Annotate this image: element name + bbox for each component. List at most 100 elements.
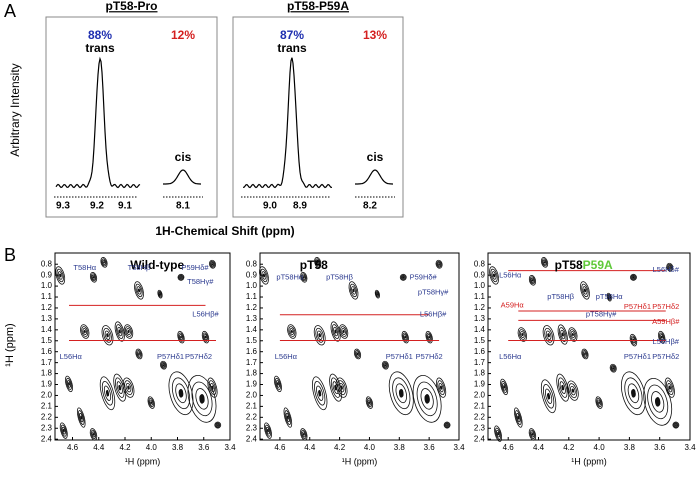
plot-title: Wild-type (130, 258, 184, 272)
contour (65, 375, 73, 393)
contour (301, 429, 307, 440)
x-tick-label: 4.4 (304, 443, 316, 452)
contour (494, 425, 503, 442)
contour (283, 407, 293, 428)
x-axis-label: ¹H (ppm) (571, 456, 607, 466)
y-tick-label: 2.2 (474, 412, 486, 421)
contour-core (561, 332, 564, 337)
contour-core (68, 382, 70, 386)
contour (528, 275, 537, 286)
contour (91, 274, 96, 280)
peak-annotation: L56Hδ# (653, 265, 680, 274)
contour (627, 383, 640, 404)
contour-core (63, 429, 65, 433)
contour (443, 421, 451, 429)
contour (91, 431, 96, 438)
contour (425, 330, 433, 344)
contour (126, 328, 131, 335)
contour (134, 281, 144, 300)
contour (125, 382, 132, 393)
peak-annotation: L56Hα (275, 352, 298, 361)
x-tick-label: 4.4 (93, 443, 105, 452)
peak-annotation: pT58Hγ# (418, 287, 449, 296)
x-tick-label: 4.0 (594, 443, 606, 452)
contour-core (211, 263, 214, 266)
title-part: pT58 (555, 258, 583, 272)
contour-core (561, 384, 564, 391)
y-tick-label: 2.1 (474, 401, 486, 410)
contour-core (103, 261, 105, 264)
contour (80, 324, 90, 339)
contour (123, 324, 134, 339)
contour (437, 262, 441, 267)
contour (666, 380, 674, 396)
contour (557, 377, 568, 398)
y-tick-label: 2.3 (41, 423, 53, 432)
contour (300, 272, 308, 283)
contour (569, 329, 577, 340)
contour-core (438, 263, 440, 266)
y-tick-label: 1.0 (41, 281, 53, 290)
contour (581, 348, 589, 360)
contour (540, 257, 549, 268)
y-tick-label: 0.9 (41, 270, 53, 279)
contour-core (106, 389, 109, 397)
tick-label: 8.9 (293, 201, 307, 212)
contour (160, 361, 167, 369)
y-tick-label: 1.9 (41, 380, 53, 389)
contour (149, 399, 154, 406)
contour (301, 274, 306, 280)
contour (60, 424, 67, 437)
contour (209, 260, 216, 268)
y-tick-label: 2.2 (41, 412, 53, 421)
contour-core (263, 273, 265, 278)
contour (301, 431, 306, 438)
contour (125, 326, 132, 337)
contour (168, 371, 194, 416)
peak-annotation: L56Hβ# (420, 310, 447, 319)
x-tick-label: 4.6 (67, 443, 79, 452)
peak-annotation: pT58Hγ# (586, 310, 617, 319)
peak-annotation: L56Hα (499, 352, 522, 361)
contour-core (162, 364, 165, 367)
contour-core (675, 424, 677, 426)
contour (301, 273, 307, 282)
contour (116, 381, 123, 395)
contour (630, 273, 637, 281)
plot-frame (54, 252, 231, 441)
contour (209, 259, 216, 269)
contour-core (178, 388, 184, 398)
contour (122, 377, 135, 398)
trans-percent: 87% (280, 28, 304, 42)
peak-annotation: P57Hδ2 (416, 352, 443, 361)
peak-annotation: T58Hγ# (187, 277, 214, 286)
plot-frame (487, 252, 691, 441)
contour (558, 327, 567, 342)
plot-title: pT58-P59A (287, 0, 349, 13)
cis-percent: 12% (171, 28, 195, 42)
x-tick-label: 3.6 (198, 443, 210, 452)
contour (570, 385, 576, 396)
contour (263, 422, 272, 439)
contour-core (342, 330, 345, 333)
contour (367, 399, 372, 406)
contour (610, 364, 616, 372)
contour-core (399, 388, 404, 398)
y-tick-label: 1.2 (246, 303, 258, 312)
contour (529, 429, 536, 440)
contour-core (138, 288, 140, 293)
contour-core (497, 432, 499, 436)
tick-label: 9.0 (263, 201, 277, 212)
contour (338, 324, 349, 339)
contour (147, 396, 155, 409)
contour (202, 332, 209, 342)
contour-core (547, 392, 550, 400)
y-tick-label: 0.8 (474, 259, 486, 268)
trans-percent: 88% (88, 28, 112, 42)
contour (570, 331, 576, 338)
contour-core (547, 333, 550, 338)
contour-core (608, 296, 610, 298)
contour-core (424, 394, 430, 404)
y-tick-label: 2.3 (474, 423, 486, 432)
peak-annotation: P57Hδ2 (185, 352, 212, 361)
